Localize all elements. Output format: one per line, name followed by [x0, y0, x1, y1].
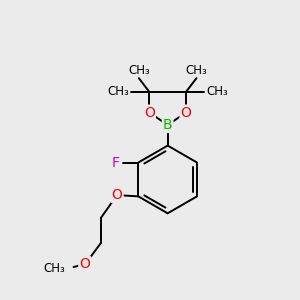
Text: CH₃: CH₃ [128, 64, 150, 77]
Text: F: F [111, 155, 119, 170]
Text: O: O [181, 106, 191, 120]
Text: CH₃: CH₃ [43, 262, 65, 275]
Text: O: O [144, 106, 155, 120]
Text: O: O [79, 257, 90, 271]
Text: O: O [112, 188, 123, 202]
Text: CH₃: CH₃ [107, 85, 129, 98]
Text: CH₃: CH₃ [206, 85, 228, 98]
Text: B: B [163, 118, 172, 132]
Text: CH₃: CH₃ [186, 64, 207, 77]
